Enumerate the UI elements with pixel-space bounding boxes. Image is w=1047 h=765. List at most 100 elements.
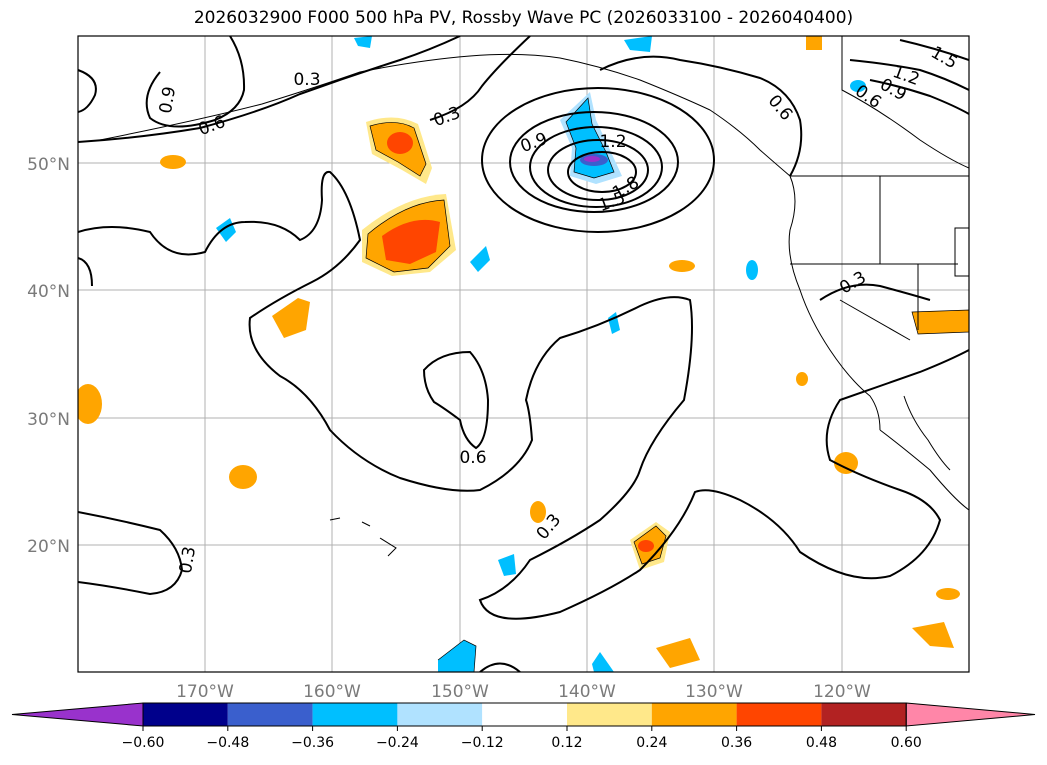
colorbar-segment xyxy=(482,703,567,726)
lon-label-160w: 160°W xyxy=(303,682,361,702)
colorbar-tick-label: −0.48 xyxy=(206,735,249,751)
colorbar-tick-label: 0.12 xyxy=(551,735,582,751)
lon-labels: 170°W 160°W 150°W 140°W 130°W 120°W xyxy=(176,682,871,702)
alaska-aleutian-coast xyxy=(99,53,791,177)
contour-label: 0.6 xyxy=(459,448,486,468)
colorbar-segment xyxy=(651,703,737,726)
lon-label-170w: 170°W xyxy=(176,682,234,702)
anomaly-patch xyxy=(272,298,310,338)
lon-label-120w: 120°W xyxy=(813,682,871,702)
hawaii-islands xyxy=(329,517,397,557)
contour-line xyxy=(547,139,649,201)
mexico-coast xyxy=(879,429,969,511)
map-title: 2026032900 F000 500 hPa PV, Rossby Wave … xyxy=(193,8,854,28)
contour-line xyxy=(479,662,521,672)
contour-line xyxy=(529,126,663,208)
contour-line xyxy=(78,69,97,113)
anomaly-patch xyxy=(498,554,516,576)
contour-line xyxy=(145,36,246,128)
lon-label-150w: 150°W xyxy=(431,682,489,702)
anomaly-patch xyxy=(656,638,700,668)
contour-line xyxy=(422,350,490,450)
anomaly-patch xyxy=(592,652,614,672)
contour-line xyxy=(567,151,637,193)
anomaly-patch xyxy=(746,260,758,280)
anomaly-patch xyxy=(834,452,858,474)
contour-line xyxy=(78,511,184,596)
lat-labels: 50°N 40°N 30°N 20°N xyxy=(27,155,70,557)
contour-line xyxy=(599,55,803,177)
colorbar-tick-label: −0.12 xyxy=(461,735,504,751)
coastlines xyxy=(99,36,969,557)
colorbar-tick-label: 0.36 xyxy=(721,735,752,751)
map-background xyxy=(78,36,969,672)
anomaly-patch xyxy=(229,465,257,489)
contour-line xyxy=(78,36,461,143)
colorbar-segment xyxy=(736,703,822,726)
anomaly-patch xyxy=(530,501,546,523)
pv-contours xyxy=(78,36,969,672)
colorbar-segment xyxy=(821,703,907,726)
anomaly-patch xyxy=(78,384,102,424)
contour-line xyxy=(869,79,969,115)
anomaly-patch xyxy=(382,219,440,264)
anomaly-patch xyxy=(669,260,695,272)
contour-line xyxy=(509,111,679,213)
positive-anomaly-patches xyxy=(78,36,969,668)
lat-label-30n: 30°N xyxy=(27,410,70,430)
contour-line xyxy=(481,87,715,233)
contour-line xyxy=(899,39,969,61)
colorbar-tick-label: −0.36 xyxy=(291,735,334,751)
lon-label-130w: 130°W xyxy=(685,682,743,702)
colorbar-outline xyxy=(142,702,907,727)
colorbar-segment xyxy=(397,703,483,726)
anomaly-patch xyxy=(912,622,954,648)
contour-line xyxy=(819,283,931,301)
contour-label: 1.2 xyxy=(599,132,626,152)
canada-border xyxy=(841,36,969,169)
contour-line xyxy=(429,36,531,121)
contour-line xyxy=(849,59,969,91)
colorbar-segment xyxy=(312,703,398,726)
colorbar: −0.60 −0.48 −0.36 −0.24 −0.12 0.12 0.24 0.36 0.4… xyxy=(11,702,1036,751)
anomaly-patch xyxy=(624,36,652,52)
contour-label: 0.3 xyxy=(293,70,320,90)
anomaly-patch xyxy=(806,36,822,50)
anomaly-patch xyxy=(160,155,186,169)
colorbar-tick-label: −0.24 xyxy=(376,735,419,751)
baja-peninsula xyxy=(903,395,951,471)
lat-label-20n: 20°N xyxy=(27,537,70,557)
colorbar-tick-label: 0.60 xyxy=(891,735,922,751)
anomaly-patch xyxy=(936,588,960,600)
colorbar-tick-label: 0.24 xyxy=(636,735,667,751)
anomaly-patch xyxy=(438,640,476,672)
contour-label: 0.9 xyxy=(156,85,180,115)
anomaly-patch xyxy=(470,246,490,272)
contour-line xyxy=(78,257,93,287)
lon-label-140w: 140°W xyxy=(558,682,616,702)
colorbar-tick-label: 0.48 xyxy=(806,735,837,751)
west-coast xyxy=(788,175,881,431)
state-border xyxy=(839,299,911,341)
colorbar-segment xyxy=(227,703,313,726)
anomaly-patch xyxy=(638,540,654,552)
anomaly-outlines xyxy=(365,97,969,672)
anomaly-patch xyxy=(387,132,413,154)
gridlines xyxy=(78,36,969,672)
colorbar-extend-high xyxy=(905,702,1036,727)
anomaly-patch xyxy=(584,156,600,162)
colorbar-extend-low xyxy=(11,702,144,727)
lat-label-50n: 50°N xyxy=(27,155,70,175)
contour-line xyxy=(78,170,969,620)
colorbar-segment xyxy=(143,703,228,726)
anomaly-patch xyxy=(354,36,372,48)
anomaly-patch xyxy=(850,80,866,92)
colorbar-segment xyxy=(567,703,652,726)
anomaly-patch xyxy=(796,372,808,386)
state-border xyxy=(954,227,969,277)
map-frame xyxy=(77,35,970,673)
colorbar-tick-label: −0.60 xyxy=(122,735,165,751)
contour-label: 0.3 xyxy=(176,545,200,575)
lat-label-40n: 40°N xyxy=(27,282,70,302)
